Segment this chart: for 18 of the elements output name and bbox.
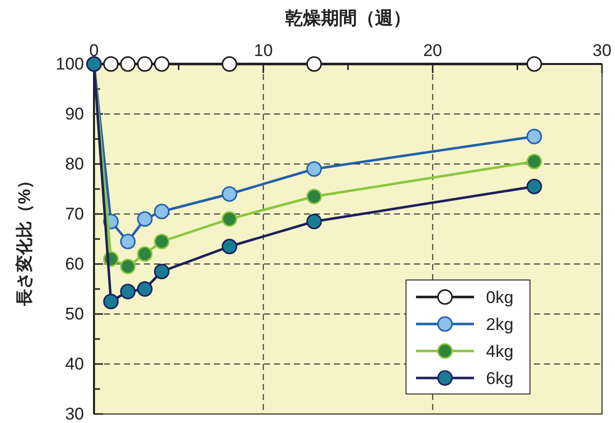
- legend-label: 2kg: [486, 315, 514, 334]
- x-tick-label: 20: [423, 41, 442, 60]
- y-tick-label: 90: [65, 104, 84, 124]
- legend-label: 6kg: [486, 369, 514, 388]
- x-tick-label: 30: [592, 41, 612, 60]
- y-tick-label: 60: [65, 254, 84, 274]
- x-axis-title: 乾燥期間（週）: [285, 8, 411, 28]
- x-tick-label: 10: [254, 41, 273, 60]
- y-tick-label: 40: [65, 354, 84, 374]
- y-axis-title: 長さ変化比（%）: [15, 172, 34, 308]
- x-tick-label: 0: [89, 41, 99, 60]
- y-tick-label: 70: [65, 204, 84, 224]
- y-tick-label: 30: [65, 404, 84, 423]
- y-tick-label: 80: [65, 154, 84, 174]
- y-tick-label: 50: [65, 304, 84, 324]
- y-tick-label: 100: [56, 54, 84, 74]
- legend-label: 0kg: [486, 288, 514, 307]
- legend-label: 4kg: [486, 342, 514, 361]
